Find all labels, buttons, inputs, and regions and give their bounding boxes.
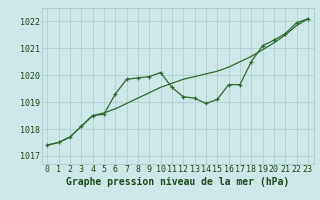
X-axis label: Graphe pression niveau de la mer (hPa): Graphe pression niveau de la mer (hPa)	[66, 177, 289, 187]
